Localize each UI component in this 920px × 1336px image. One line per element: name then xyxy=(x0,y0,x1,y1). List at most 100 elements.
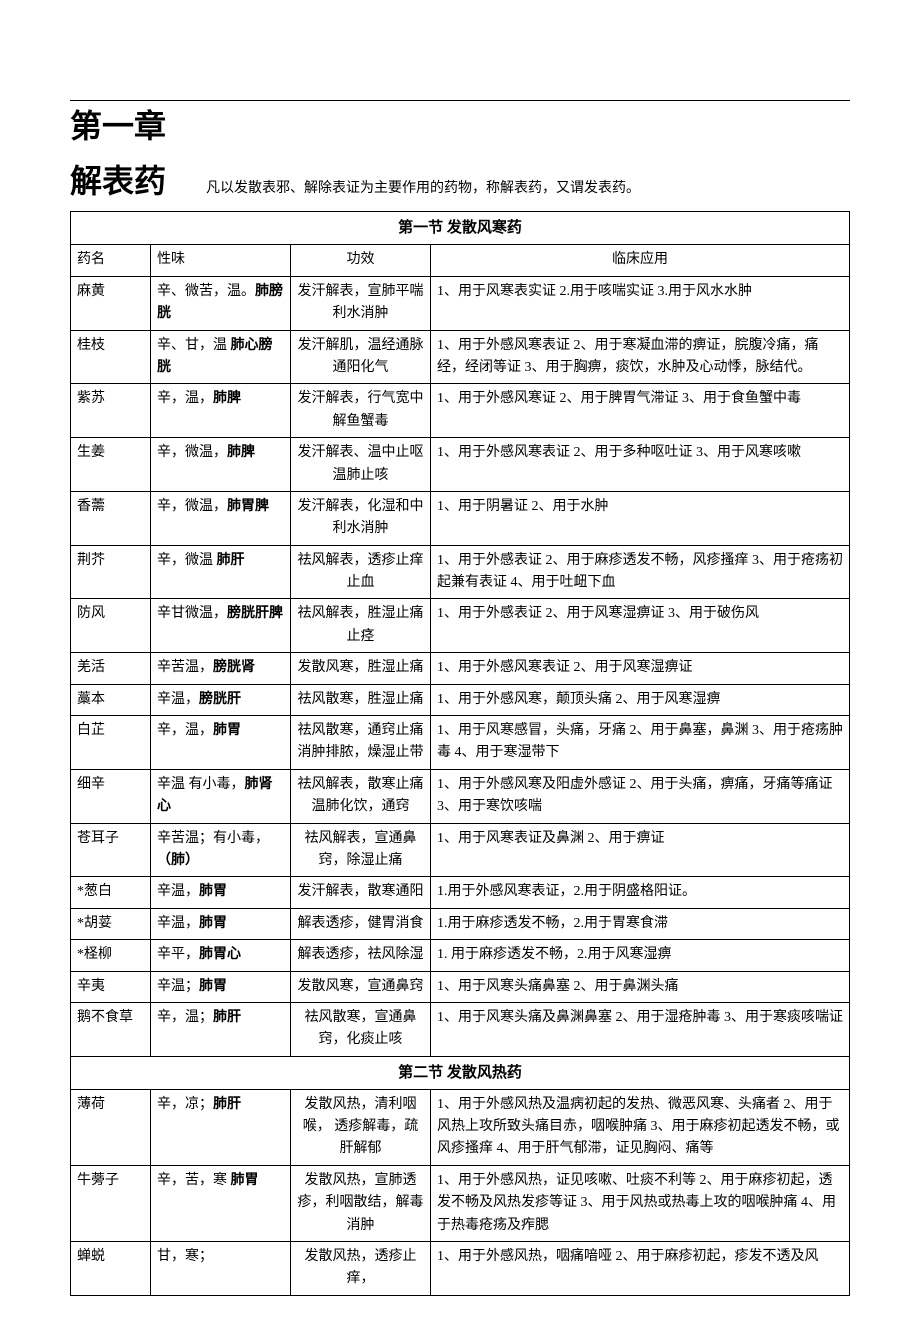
herb-clinical: 1、用于阴暑证 2、用于水肿 xyxy=(431,491,850,545)
section-1-title: 第一节 发散风寒药 xyxy=(71,212,850,245)
chapter-description: 凡以发散表邪、解除表证为主要作用的药物，称解表药，又谓发表药。 xyxy=(206,178,640,200)
header-effect: 功效 xyxy=(291,245,431,276)
herb-table: 第一节 发散风寒药 药名 性味 功效 临床应用 麻黄辛、微苦，温。肺膀胱发汗解表… xyxy=(70,211,850,1295)
herb-clinical: 1、用于外感风寒表证 2、用于风寒湿痹证 xyxy=(431,653,850,684)
herb-clinical: 1.用于外感风寒表证，2.用于阴盛格阳证。 xyxy=(431,877,850,908)
herb-effect: 发散风热，宣肺透疹，利咽散结，解毒消肿 xyxy=(291,1165,431,1241)
herb-flavor: 辛苦温，膀胱肾 xyxy=(151,653,291,684)
herb-effect: 发汗解表，散寒通阳 xyxy=(291,877,431,908)
herb-clinical: 1、用于外感风热，咽痛喑哑 2、用于麻疹初起，疹发不透及风 xyxy=(431,1242,850,1296)
table-row: *胡荽辛温，肺胃解表透疹，健胃消食1.用于麻疹透发不畅，2.用于胃寒食滞 xyxy=(71,908,850,939)
herb-flavor: 辛苦温；有小毒，（肺） xyxy=(151,823,291,877)
table-row: 蝉蜕甘，寒；发散风热，透疹止痒，1、用于外感风热，咽痛喑哑 2、用于麻疹初起，疹… xyxy=(71,1242,850,1296)
herb-effect: 发汗解表、温中止呕 温肺止咳 xyxy=(291,438,431,492)
table-row: *柽柳辛平，肺胃心解表透疹，祛风除湿1. 用于麻疹透发不畅，2.用于风寒湿痹 xyxy=(71,940,850,971)
herb-effect: 发汗解表，化湿和中 利水消肿 xyxy=(291,491,431,545)
herb-effect: 祛风解表，透疹止痒 止血 xyxy=(291,545,431,599)
herb-flavor: 辛平，肺胃心 xyxy=(151,940,291,971)
herb-flavor: 辛，温；肺肝 xyxy=(151,1002,291,1056)
table-row: 藁本辛温，膀胱肝祛风散寒，胜湿止痛1、用于外感风寒，颠顶头痛 2、用于风寒湿痹 xyxy=(71,684,850,715)
herb-flavor: 辛甘微温，膀胱肝脾 xyxy=(151,599,291,653)
table-row: 鹅不食草辛，温；肺肝祛风散寒，宣通鼻窍，化痰止咳1、用于风寒头痛及鼻渊鼻塞 2、… xyxy=(71,1002,850,1056)
herb-name: 蝉蜕 xyxy=(71,1242,151,1296)
table-row: 羌活辛苦温，膀胱肾发散风寒，胜湿止痛1、用于外感风寒表证 2、用于风寒湿痹证 xyxy=(71,653,850,684)
herb-effect: 祛风解表，散寒止痛 温肺化饮，通窍 xyxy=(291,769,431,823)
herb-effect: 发散风热，透疹止痒， xyxy=(291,1242,431,1296)
herb-effect: 发汗解表，行气宽中 解鱼蟹毒 xyxy=(291,384,431,438)
herb-name: 麻黄 xyxy=(71,276,151,330)
chapter-subtitle: 解表药 xyxy=(70,156,166,207)
herb-effect: 发散风寒，宣通鼻窍 xyxy=(291,971,431,1002)
table-row: 麻黄辛、微苦，温。肺膀胱发汗解表，宣肺平喘 利水消肿1、用于风寒表实证 2.用于… xyxy=(71,276,850,330)
herb-name: 细辛 xyxy=(71,769,151,823)
table-row: 白芷辛，温，肺胃祛风散寒，通窍止痛 消肿排脓，燥湿止带1、用于风寒感冒，头痛，牙… xyxy=(71,716,850,770)
herb-flavor: 甘，寒； xyxy=(151,1242,291,1296)
table-row: 牛蒡子辛，苦，寒 肺胃发散风热，宣肺透疹，利咽散结，解毒消肿1、用于外感风热，证… xyxy=(71,1165,850,1241)
herb-flavor: 辛温，肺胃 xyxy=(151,877,291,908)
herb-name: *柽柳 xyxy=(71,940,151,971)
herb-name: 鹅不食草 xyxy=(71,1002,151,1056)
herb-effect: 祛风散寒，胜湿止痛 xyxy=(291,684,431,715)
table-row: 薄荷辛，凉；肺肝发散风热，清利咽喉， 透疹解毒，疏肝解郁1、用于外感风热及温病初… xyxy=(71,1089,850,1165)
header-clinical: 临床应用 xyxy=(431,245,850,276)
herb-clinical: 1、用于风寒表实证 2.用于咳喘实证 3.用于风水水肿 xyxy=(431,276,850,330)
table-row: 防风辛甘微温，膀胱肝脾祛风解表，胜湿止痛 止痉1、用于外感表证 2、用于风寒湿痹… xyxy=(71,599,850,653)
table-row: 生姜辛，微温，肺脾发汗解表、温中止呕 温肺止咳1、用于外感风寒表证 2、用于多种… xyxy=(71,438,850,492)
herb-clinical: 1、用于外感风寒，颠顶头痛 2、用于风寒湿痹 xyxy=(431,684,850,715)
table-row: 细辛辛温 有小毒，肺肾心祛风解表，散寒止痛 温肺化饮，通窍1、用于外感风寒及阳虚… xyxy=(71,769,850,823)
herb-name: 生姜 xyxy=(71,438,151,492)
herb-flavor: 辛，微温，肺脾 xyxy=(151,438,291,492)
herb-name: 薄荷 xyxy=(71,1089,151,1165)
herb-clinical: 1、用于外感风寒表证 2、用于寒凝血滞的痹证，脘腹冷痛，痛经，经闭等证 3、用于… xyxy=(431,330,850,384)
herb-clinical: 1、用于外感风寒证 2、用于脾胃气滞证 3、用于食鱼蟹中毒 xyxy=(431,384,850,438)
herb-flavor: 辛、甘，温 肺心膀胱 xyxy=(151,330,291,384)
herb-flavor: 辛、微苦，温。肺膀胱 xyxy=(151,276,291,330)
table-row: 桂枝辛、甘，温 肺心膀胱发汗解肌，温经通脉 通阳化气1、用于外感风寒表证 2、用… xyxy=(71,330,850,384)
herb-clinical: 1、用于外感表证 2、用于麻疹透发不畅，风疹搔痒 3、用于疮疡初起兼有表证 4、… xyxy=(431,545,850,599)
herb-flavor: 辛，微温，肺胃脾 xyxy=(151,491,291,545)
herb-name: 防风 xyxy=(71,599,151,653)
herb-effect: 祛风解表，宣通鼻窍，除湿止痛 xyxy=(291,823,431,877)
table-row: 辛夷辛温；肺胃发散风寒，宣通鼻窍1、用于风寒头痛鼻塞 2、用于鼻渊头痛 xyxy=(71,971,850,1002)
herb-effect: 发散风热，清利咽喉， 透疹解毒，疏肝解郁 xyxy=(291,1089,431,1165)
table-row: *葱白辛温，肺胃发汗解表，散寒通阳1.用于外感风寒表证，2.用于阴盛格阳证。 xyxy=(71,877,850,908)
herb-effect: 祛风解表，胜湿止痛 止痉 xyxy=(291,599,431,653)
herb-name: 紫苏 xyxy=(71,384,151,438)
herb-name: *葱白 xyxy=(71,877,151,908)
herb-effect: 发汗解表，宣肺平喘 利水消肿 xyxy=(291,276,431,330)
herb-effect: 祛风散寒，宣通鼻窍，化痰止咳 xyxy=(291,1002,431,1056)
herb-clinical: 1、用于外感风热，证见咳嗽、吐痰不利等 2、用于麻疹初起，透发不畅及风热发疹等证… xyxy=(431,1165,850,1241)
herb-name: 羌活 xyxy=(71,653,151,684)
table-row: 香薷辛，微温，肺胃脾发汗解表，化湿和中 利水消肿1、用于阴暑证 2、用于水肿 xyxy=(71,491,850,545)
herb-flavor: 辛，凉；肺肝 xyxy=(151,1089,291,1165)
header-flavor: 性味 xyxy=(151,245,291,276)
herb-clinical: 1.用于麻疹透发不畅，2.用于胃寒食滞 xyxy=(431,908,850,939)
herb-effect: 祛风散寒，通窍止痛 消肿排脓，燥湿止带 xyxy=(291,716,431,770)
herb-flavor: 辛，苦，寒 肺胃 xyxy=(151,1165,291,1241)
subtitle-row: 解表药 凡以发散表邪、解除表证为主要作用的药物，称解表药，又谓发表药。 xyxy=(70,156,850,207)
herb-clinical: 1、用于外感风热及温病初起的发热、微恶风寒、头痛者 2、用于风热上攻所致头痛目赤… xyxy=(431,1089,850,1165)
herb-flavor: 辛温；肺胃 xyxy=(151,971,291,1002)
table-row: 紫苏辛，温，肺脾发汗解表，行气宽中 解鱼蟹毒1、用于外感风寒证 2、用于脾胃气滞… xyxy=(71,384,850,438)
table-row: 苍耳子辛苦温；有小毒，（肺）祛风解表，宣通鼻窍，除湿止痛1、用于风寒表证及鼻渊 … xyxy=(71,823,850,877)
herb-flavor: 辛温，膀胱肝 xyxy=(151,684,291,715)
herb-name: 白芷 xyxy=(71,716,151,770)
herb-effect: 发散风寒，胜湿止痛 xyxy=(291,653,431,684)
herb-flavor: 辛，温，肺胃 xyxy=(151,716,291,770)
section-2-title: 第二节 发散风热药 xyxy=(71,1056,850,1089)
chapter-title: 第一章 xyxy=(70,101,850,152)
herb-clinical: 1、用于风寒头痛及鼻渊鼻塞 2、用于湿疮肿毒 3、用于寒痰咳喘证 xyxy=(431,1002,850,1056)
herb-clinical: 1、用于风寒感冒，头痛，牙痛 2、用于鼻塞，鼻渊 3、用于疮疡肿毒 4、用于寒湿… xyxy=(431,716,850,770)
herb-clinical: 1、用于外感风寒及阳虚外感证 2、用于头痛，痹痛，牙痛等痛证 3、用于寒饮咳喘 xyxy=(431,769,850,823)
herb-clinical: 1、用于外感表证 2、用于风寒湿痹证 3、用于破伤风 xyxy=(431,599,850,653)
herb-effect: 发汗解肌，温经通脉 通阳化气 xyxy=(291,330,431,384)
herb-name: 香薷 xyxy=(71,491,151,545)
herb-name: 桂枝 xyxy=(71,330,151,384)
herb-name: 藁本 xyxy=(71,684,151,715)
herb-name: *胡荽 xyxy=(71,908,151,939)
header-name: 药名 xyxy=(71,245,151,276)
herb-clinical: 1. 用于麻疹透发不畅，2.用于风寒湿痹 xyxy=(431,940,850,971)
herb-flavor: 辛，温，肺脾 xyxy=(151,384,291,438)
herb-name: 牛蒡子 xyxy=(71,1165,151,1241)
herb-name: 荆芥 xyxy=(71,545,151,599)
